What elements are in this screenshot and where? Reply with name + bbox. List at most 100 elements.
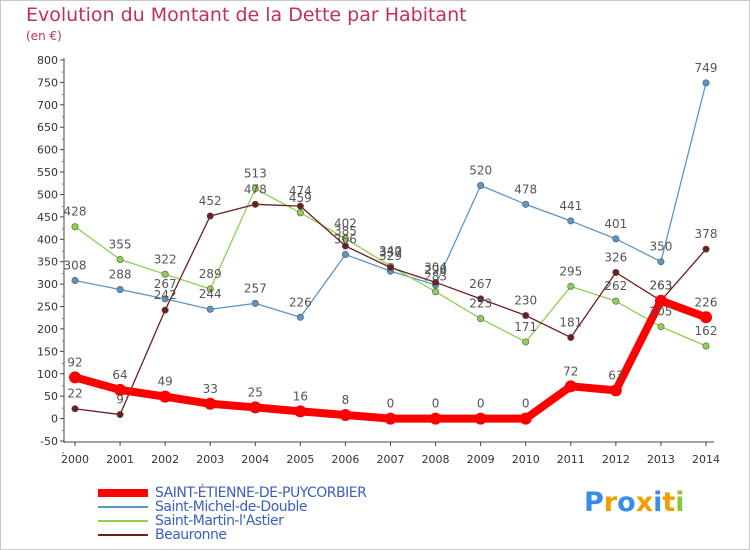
data-label: 288 <box>109 267 132 281</box>
series-point <box>567 217 575 225</box>
series-point <box>204 397 217 410</box>
chart-subtitle: (en €) <box>26 29 62 43</box>
data-label: 267 <box>469 277 492 291</box>
data-label: 289 <box>199 267 222 281</box>
logo-letter: P <box>584 487 604 518</box>
y-tick-label: 250 <box>37 301 58 314</box>
series-point <box>296 313 304 321</box>
legend-swatch <box>98 489 148 497</box>
data-label: 0 <box>387 397 395 411</box>
data-label: 304 <box>424 260 447 274</box>
series-point <box>657 323 665 331</box>
series-point <box>116 285 124 293</box>
series-point <box>474 412 487 425</box>
y-tick-label: 200 <box>37 323 58 336</box>
series-point <box>341 251 349 259</box>
series-point <box>702 342 710 350</box>
series-point <box>384 412 397 425</box>
y-tick-label: 550 <box>37 166 58 179</box>
legend-swatch <box>98 520 148 522</box>
series-point <box>71 277 79 285</box>
logo-letter: x <box>635 487 654 518</box>
series-point <box>251 185 259 193</box>
data-label: 350 <box>649 240 672 254</box>
series-point <box>251 299 259 307</box>
y-tick-label: 300 <box>37 278 58 291</box>
y-tick-label: 800 <box>37 54 58 67</box>
data-label: 8 <box>342 393 350 407</box>
series-point <box>564 380 577 393</box>
series-point <box>477 182 485 190</box>
series-point <box>296 202 304 210</box>
series-point <box>702 245 710 253</box>
data-label: 25 <box>248 385 263 399</box>
data-label: 257 <box>244 281 267 295</box>
logo-letter: i <box>653 487 663 518</box>
data-label: 402 <box>334 216 357 230</box>
data-label: 162 <box>695 324 718 338</box>
series-point <box>161 295 169 303</box>
x-tick-label: 2013 <box>647 453 675 466</box>
data-label: 267 <box>154 277 177 291</box>
series-point <box>702 79 710 87</box>
data-label: 205 <box>649 305 672 319</box>
y-tick-label: 400 <box>37 233 58 246</box>
series-point <box>567 333 575 341</box>
x-tick-label: 2000 <box>61 453 89 466</box>
y-tick-label: -50 <box>40 435 58 448</box>
series-point <box>700 311 712 324</box>
y-tick-label: 0 <box>51 413 58 426</box>
x-tick-label: 2004 <box>241 453 269 466</box>
series-point <box>341 242 349 250</box>
data-label: 513 <box>244 167 267 181</box>
data-label: 72 <box>563 364 578 378</box>
series-point <box>567 282 575 290</box>
data-label: 181 <box>559 315 582 329</box>
data-label: 16 <box>293 389 308 403</box>
proxiti-logo: Proxiti <box>584 487 685 518</box>
data-label: 63 <box>608 368 623 382</box>
x-tick-label: 2009 <box>467 453 495 466</box>
series-point <box>161 306 169 314</box>
data-label: 326 <box>604 250 627 264</box>
data-label: 223 <box>469 297 492 311</box>
series-point <box>609 384 622 397</box>
data-label: 226 <box>289 295 312 309</box>
series-point <box>522 200 530 208</box>
series-point <box>71 405 79 413</box>
x-tick-label: 2010 <box>512 453 540 466</box>
data-label: 478 <box>514 182 537 196</box>
series-point <box>612 268 620 276</box>
data-label: 329 <box>379 249 402 263</box>
series-point <box>477 315 485 323</box>
series-point <box>386 264 394 272</box>
data-label: 322 <box>154 252 177 266</box>
series-point <box>114 383 127 396</box>
series-point <box>429 412 442 425</box>
legend-swatch <box>98 506 148 508</box>
logo-letter: o <box>617 487 636 518</box>
data-label: 749 <box>695 61 718 75</box>
y-tick-label: 600 <box>37 144 58 157</box>
data-label: 0 <box>522 397 530 411</box>
legend-label: SAINT-ÉTIENNE-DE-PUYCORBIER <box>155 485 367 501</box>
data-label: 230 <box>514 293 537 307</box>
series-point <box>612 297 620 305</box>
series-point <box>206 285 214 293</box>
series-point <box>432 278 440 286</box>
x-tick-label: 2011 <box>557 453 585 466</box>
series-point <box>296 209 304 217</box>
series-point <box>116 255 124 263</box>
y-tick-label: 100 <box>37 368 58 381</box>
series-point <box>612 235 620 243</box>
data-label: 262 <box>604 279 627 293</box>
series-point <box>251 200 259 208</box>
legend-swatch <box>98 534 148 536</box>
y-tick-label: 750 <box>37 76 58 89</box>
series-point <box>522 338 530 346</box>
data-label: 459 <box>289 191 312 205</box>
data-label: 92 <box>67 355 82 369</box>
series-point <box>206 212 214 220</box>
